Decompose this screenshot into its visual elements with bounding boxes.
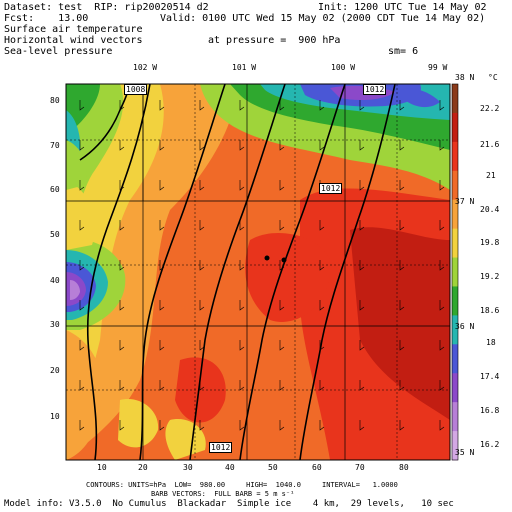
x-tick-label: 30: [183, 463, 193, 472]
y-tick-label: 70: [50, 141, 60, 150]
colorbar-label: 16.2: [480, 440, 500, 449]
contour-label: 1012: [209, 442, 233, 453]
y-tick-label: 50: [50, 230, 60, 239]
colorbar-label: 16.8: [480, 406, 500, 415]
field-temperature-label: Surface air temperature: [4, 24, 143, 35]
forecast-hour: Fcst: 13.00: [4, 13, 89, 24]
x-tick-label: 80: [399, 463, 409, 472]
x-tick-label: 60: [312, 463, 322, 472]
temperature-field: [66, 84, 450, 460]
colorbar-label: 21: [486, 171, 496, 180]
colorbar: [452, 84, 458, 461]
colorbar-label: 21.6: [480, 140, 500, 149]
colorbar-swatch: [452, 199, 458, 230]
latitude-label: 37 N: [455, 197, 475, 206]
y-tick-label: 20: [50, 366, 60, 375]
colorbar-label: 18: [486, 338, 496, 347]
x-tick-label: 70: [355, 463, 365, 472]
colorbar-unit: °C: [488, 73, 498, 82]
latitude-label: 38 N: [455, 73, 475, 82]
station-marker: [264, 255, 270, 261]
longitude-label: 102 W: [133, 63, 158, 72]
init-time: Init: 1200 UTC Tue 14 May 02: [318, 2, 487, 13]
colorbar-swatch: [452, 402, 458, 432]
field-slp-label: Sea-level pressure: [4, 46, 113, 57]
y-tick-label: 30: [50, 320, 60, 329]
y-tick-label: 10: [50, 412, 60, 421]
colorbar-label: 20.4: [480, 205, 500, 214]
pressure-level: at pressure = 900 hPa: [208, 35, 341, 46]
contour-label: 1008: [124, 84, 148, 95]
longitude-label: 101 W: [232, 63, 257, 72]
x-tick-label: 50: [268, 463, 278, 472]
valid-time: Valid: 0100 UTC Wed 15 May 02 (2000 CDT …: [160, 13, 486, 24]
colorbar-label: 18.6: [480, 306, 500, 315]
colorbar-swatch: [452, 84, 458, 114]
colorbar-swatch: [452, 112, 458, 143]
model-info: Model info: V3.5.0 No Cumulus Blackadar …: [4, 499, 454, 509]
barb-info: BARB VECTORS: FULL BARB = 5 m s⁻¹: [151, 490, 295, 498]
colorbar-frame: [451, 83, 459, 461]
latitude-label: 36 N: [455, 322, 475, 331]
longitude-label: 100 W: [331, 63, 356, 72]
y-tick-label: 60: [50, 185, 60, 194]
longitude-label: 99 W: [428, 63, 448, 72]
colorbar-label: 17.4: [480, 372, 500, 381]
colorbar-label: 22.2: [480, 104, 500, 113]
field-wind-label: Horizontal wind vectors: [4, 35, 143, 46]
colorbar-swatch: [452, 257, 458, 287]
graticule: [66, 84, 450, 460]
station-marker: [281, 257, 287, 263]
wind-barbs: [79, 100, 445, 431]
colorbar-swatch: [452, 286, 458, 316]
contour-label: 1012: [363, 84, 387, 95]
colorbar-swatch: [452, 141, 458, 172]
x-tick-label: 40: [225, 463, 235, 472]
colorbar-swatch: [452, 315, 458, 345]
colorbar-swatch: [452, 228, 458, 259]
colorbar-swatch: [452, 373, 458, 403]
x-tick-label: 10: [97, 463, 107, 472]
contour-label: 1012: [319, 183, 343, 194]
colorbar-swatch: [452, 344, 458, 374]
contour-info: CONTOURS: UNITS=hPa LOW= 980.00 HIGH= 10…: [86, 481, 398, 489]
county-lines: [66, 84, 450, 460]
colorbar-swatch: [452, 170, 458, 201]
map-frame: [65, 83, 451, 461]
colorbar-swatch: [452, 431, 458, 461]
colorbar-label: 19.2: [480, 272, 500, 281]
x-tick-label: 20: [138, 463, 148, 472]
smoothing-label: sm= 6: [388, 46, 419, 57]
y-tick-label: 40: [50, 276, 60, 285]
pressure-contours: [79, 83, 396, 461]
y-tick-label: 80: [50, 96, 60, 105]
dataset-label: Dataset: test RIP: rip20020514 d2: [4, 2, 209, 13]
latitude-label: 35 N: [455, 448, 475, 457]
colorbar-label: 19.8: [480, 238, 500, 247]
